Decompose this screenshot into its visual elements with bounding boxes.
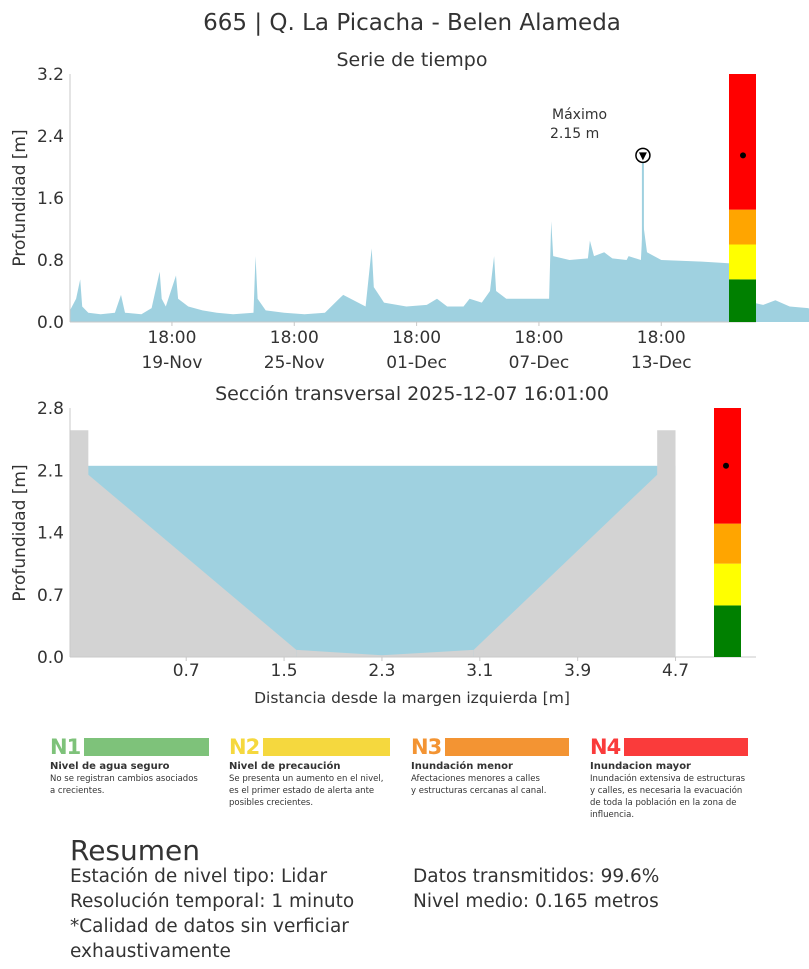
legend-n1-code: N1 — [50, 735, 81, 759]
cross-section-level-segment — [714, 563, 741, 606]
legend-n4-desc-line: influencia. — [590, 810, 635, 820]
time-series-x-ticks: 18:00 19-Nov 18:00 25-Nov 18:00 01-Dec 18:00 07… — [141, 322, 692, 373]
legend-n4-desc-line: y calles, es necesaria la evacuación — [590, 786, 743, 796]
cross-section-x-tick-label: 1.5 — [271, 661, 298, 681]
legend-n4-title: Inundacion mayor — [590, 761, 691, 772]
legend-n3-desc-line: y estructuras cercanas al canal. — [411, 786, 547, 796]
time-series-x-tick-date: 07-Dec — [509, 353, 570, 373]
cross-section-x-tick-label: 0.7 — [173, 661, 200, 681]
cross-section-y-ticks: 0.0 0.7 1.4 2.1 2.8 — [37, 399, 64, 668]
cross-section-level-bar — [714, 408, 741, 657]
time-series-area — [70, 155, 809, 322]
max-marker-triangle — [638, 152, 647, 161]
time-series-y-ticks: 0.0 0.8 1.6 2.4 3.2 — [37, 65, 64, 333]
time-series-level-segment — [729, 279, 756, 322]
time-series-y-tick-label: 1.6 — [37, 189, 64, 209]
cross-section-x-tick-label: 2.3 — [368, 661, 395, 681]
legend-n2-desc-line: es el primer estado de alerta ante — [229, 786, 375, 796]
summary-resolution: Resolución temporal: 1 minuto — [70, 891, 355, 912]
summary-title: Resumen — [70, 834, 201, 867]
alert-level-legend: N1 Nivel de agua seguro No se registran … — [0, 734, 809, 834]
legend-n2-desc-line: Se presenta un aumento en el nivel, — [229, 774, 384, 784]
max-annotation-value: 2.15 m — [550, 126, 599, 142]
summary-right-column: Datos transmitidos: 99.6% Nivel medio: 0… — [413, 864, 659, 914]
cross-section-y-tick-label: 0.0 — [37, 648, 64, 668]
legend-level-n2: N2 Nivel de precaución Se presenta un au… — [229, 734, 399, 809]
cross-section-title: Sección transversal 2025-12-07 16:01:00 — [215, 383, 609, 405]
time-series-y-tick-label: 2.4 — [37, 127, 64, 147]
summary-section: Resumen Estación de nivel tipo: Lidar Re… — [70, 834, 770, 962]
legend-n1-color-bar — [84, 738, 210, 756]
legend-n4-desc-line: Inundación extensiva de estructuras — [590, 774, 746, 784]
summary-station-type: Estación de nivel tipo: Lidar — [70, 866, 328, 887]
cross-section-y-tick-label: 0.7 — [37, 586, 64, 606]
cross-section-x-ticks: 0.7 1.5 2.3 3.1 3.9 4.7 — [173, 657, 689, 681]
legend-n4-desc-line: de toda la población en la zona de — [590, 798, 737, 808]
cross-section-x-tick-label: 3.1 — [466, 661, 493, 681]
time-series-current-level-dot — [740, 152, 746, 159]
time-series-depth-area — [70, 221, 809, 322]
figure-title: 665 | Q. La Picacha - Belen Alameda — [203, 10, 621, 36]
cross-section-x-tick-label: 3.9 — [564, 661, 591, 681]
time-series-level-segment — [729, 209, 756, 245]
legend-n2-code: N2 — [229, 735, 260, 759]
legend-n1-title: Nivel de agua seguro — [50, 761, 170, 772]
time-series-x-tick-date: 25-Nov — [264, 353, 325, 373]
time-series-level-segment — [729, 74, 756, 210]
cross-section-y-tick-label: 1.4 — [37, 524, 64, 544]
cross-section-channel-bed — [296, 649, 474, 657]
cross-section-level-segment — [714, 605, 741, 657]
cross-section-ground-right — [473, 430, 676, 657]
time-series-level-bar — [729, 74, 756, 322]
time-series-x-tick-time: 18:00 — [392, 328, 441, 348]
legend-level-n3: N3 Inundación menor Afectaciones menores… — [411, 734, 581, 797]
legend-n4-color-bar — [624, 738, 749, 756]
cross-section-chart: Sección transversal 2025-12-07 16:01:00 … — [10, 383, 756, 707]
summary-mean-level: Nivel medio: 0.165 metros — [413, 891, 659, 912]
time-series-x-tick-date: 13-Dec — [631, 353, 692, 373]
summary-quality-note-cont: exhaustivamente — [70, 941, 231, 962]
time-series-x-tick-time: 18:00 — [514, 328, 563, 348]
time-series-y-tick-label: 0.0 — [37, 313, 64, 333]
legend-level-n4: N4 Inundacion mayor Inundación extensiva… — [590, 734, 760, 821]
cross-section-plot — [70, 430, 676, 657]
time-series-chart: Serie de tiempo Profundidad [m] 0.0 0.8 1.… — [10, 49, 809, 373]
legend-n1-desc-line: No se registran cambios asociados — [50, 774, 198, 784]
legend-level-n1: N1 Nivel de agua seguro No se registran … — [50, 734, 215, 797]
time-series-level-segment — [729, 244, 756, 280]
cross-section-ground — [70, 430, 297, 657]
cross-section-current-level-dot — [723, 462, 729, 469]
time-series-title: Serie de tiempo — [337, 49, 488, 71]
max-marker — [635, 147, 651, 164]
time-series-x-tick-time: 18:00 — [637, 328, 686, 348]
time-series-y-tick-label: 3.2 — [37, 65, 64, 85]
time-series-x-tick-date: 19-Nov — [141, 353, 202, 373]
summary-data-transmitted: Datos transmitidos: 99.6% — [413, 866, 660, 887]
legend-n2-title: Nivel de precaución — [229, 761, 341, 772]
legend-n2-desc-line: posibles crecientes. — [229, 798, 314, 808]
legend-n3-title: Inundación menor — [411, 761, 513, 772]
time-series-y-tick-label: 0.8 — [37, 251, 64, 271]
cross-section-x-tick-label: 4.7 — [662, 661, 689, 681]
legend-n1-desc-line: a crecientes. — [50, 786, 105, 796]
legend-n3-color-bar — [445, 738, 570, 756]
legend-n3-code: N3 — [411, 735, 442, 759]
max-annotation-label: Máximo — [552, 107, 607, 123]
cross-section-ylabel: Profundidad [m] — [10, 464, 30, 601]
summary-left-column: Estación de nivel tipo: Lidar Resolución… — [70, 864, 354, 964]
cross-section-xlabel: Distancia desde la margen izquierda [m] — [254, 689, 570, 707]
time-series-ylabel: Profundidad [m] — [10, 129, 30, 266]
summary-quality-note: *Calidad de datos sin verficiar — [70, 916, 349, 937]
legend-n2-color-bar — [263, 738, 391, 756]
legend-n4-code: N4 — [590, 735, 621, 759]
time-series-x-tick-time: 18:00 — [270, 328, 319, 348]
cross-section-level-segment — [714, 523, 741, 564]
cross-section-y-tick-label: 2.1 — [37, 461, 64, 481]
time-series-x-tick-date: 01-Dec — [386, 353, 447, 373]
legend-n3-desc-line: Afectaciones menores a calles — [411, 774, 540, 784]
cross-section-y-tick-label: 2.8 — [37, 399, 64, 419]
time-series-x-tick-time: 18:00 — [147, 328, 196, 348]
